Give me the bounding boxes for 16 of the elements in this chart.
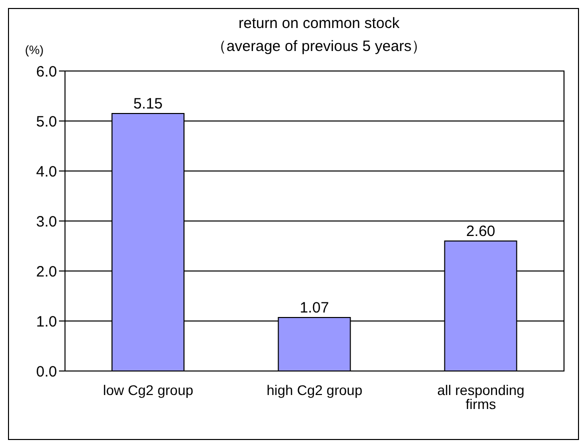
y-tick-label: 6.0 [36,63,57,80]
y-axis-title: (%) [25,43,44,57]
y-tick-label: 3.0 [36,213,57,230]
y-tick-label: 1.0 [36,313,57,330]
data-label: 1.07 [300,300,329,316]
y-tick-label: 4.0 [36,163,57,180]
chart-subtitle: （average of previous 5 years） [210,37,428,56]
data-label: 2.60 [466,223,496,240]
x-tick-label: low Cg2 group [103,382,194,398]
y-tick-label: 2.0 [36,263,57,280]
y-tick-label: 0.0 [36,363,57,380]
chart-title: return on common stock [238,15,400,32]
x-tick-label: all responding firms [437,382,524,412]
y-tick-label: 5.0 [36,113,57,130]
x-tick-label: high Cg2 group [266,382,363,398]
data-label: 5.15 [133,96,163,112]
